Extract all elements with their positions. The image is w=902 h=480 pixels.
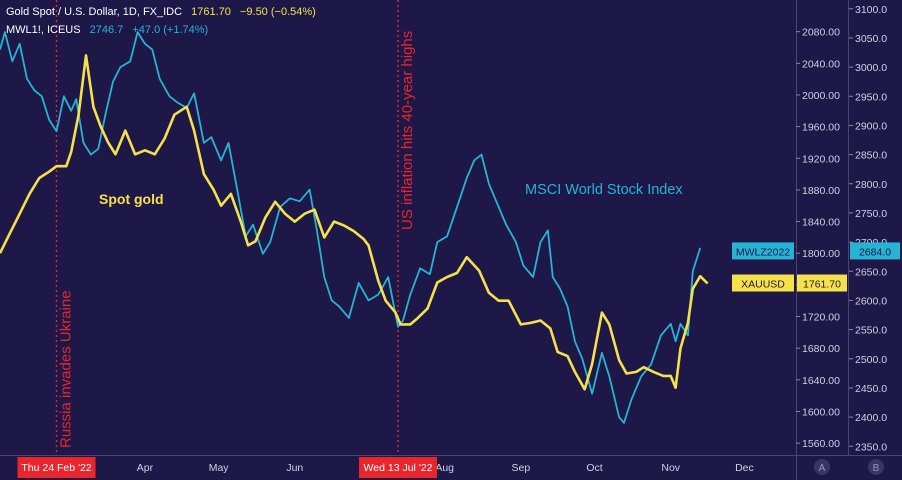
event-annotation-text: Russia invades Ukraine	[58, 290, 75, 448]
gold-axis-tick-label: 1680.00	[802, 343, 840, 355]
gold-last-price: 1761.70	[191, 6, 231, 18]
scale-button-label: A	[819, 463, 826, 474]
gold-axis-tick-label: 2080.00	[802, 27, 840, 39]
msci-last-price: 2746.7	[89, 24, 124, 36]
gold-axis-tick-label: 1880.00	[802, 185, 840, 197]
event-date-label: Thu 24 Feb '22	[21, 462, 91, 474]
msci-axis-tick-label: 3050.0	[855, 33, 887, 45]
msci-price-tag-label: 2684.0	[859, 246, 891, 258]
msci-axis-tick-label: 2500.0	[855, 354, 887, 366]
gold-name-tag-label: XAUUSD	[741, 279, 785, 291]
msci-axis-tick-label: 3000.0	[855, 62, 887, 74]
gold-change: −9.50 (−0.54%)	[239, 6, 316, 18]
gold-series-line	[0, 54, 709, 391]
gold-axis-tick-label: 2000.00	[802, 90, 840, 102]
msci-axis-tick-label: 2350.0	[855, 441, 887, 453]
event-date-label: Wed 13 Jul '22	[364, 462, 433, 474]
gold-series-label: Spot gold	[99, 191, 164, 207]
msci-axis-tick-label: 3100.0	[855, 4, 887, 16]
msci-axis-tick-label: 2400.0	[855, 412, 887, 424]
gold-axis-tick-label: 1800.00	[802, 248, 840, 260]
gold-symbol-label: Gold Spot / U.S. Dollar, 1D, FX_IDC	[6, 6, 183, 18]
scale-button-b[interactable]	[868, 459, 884, 475]
gold-axis-tick-label: 1560.00	[802, 438, 840, 450]
gold-name-tag	[732, 274, 794, 292]
msci-name-tag	[732, 242, 794, 260]
msci-axis-tick-label: 2450.0	[855, 383, 887, 395]
scale-button-label: B	[873, 463, 880, 474]
msci-symbol-label: MWL1!, ICEUS	[6, 24, 81, 36]
time-axis-tick-label: Jun	[286, 462, 303, 474]
msci-price-tag	[850, 242, 900, 260]
msci-name-tag-label: MWLZ2022	[736, 246, 790, 258]
time-axis-tick-label: Oct	[586, 462, 602, 474]
event-annotation-text: US inflation hits 40-year highs	[399, 31, 416, 230]
gold-legend-header: Gold Spot / U.S. Dollar, 1D, FX_IDC 1761…	[6, 6, 316, 18]
time-axis-tick-label: Apr	[137, 462, 154, 474]
event-date-badge	[17, 457, 96, 478]
gold-axis-tick-label: 2040.00	[802, 58, 840, 70]
msci-axis-tick-label: 2850.0	[855, 150, 887, 162]
time-axis-tick-label: May	[209, 462, 230, 474]
msci-axis-tick-label: 2800.0	[855, 179, 887, 191]
gold-axis-tick-label: 1640.00	[802, 375, 840, 387]
msci-axis-tick-label: 2950.0	[855, 91, 887, 103]
time-axis-tick-label: Nov	[661, 462, 680, 474]
msci-series-label: MSCI World Stock Index	[525, 182, 683, 198]
event-date-badge	[359, 457, 437, 478]
msci-axis-tick-label: 2900.0	[855, 120, 887, 132]
msci-legend-header: MWL1!, ICEUS 2746.7 +47.0 (+1.74%)	[6, 24, 208, 36]
gold-axis-tick-label: 1960.00	[802, 122, 840, 134]
msci-axis-tick-label: 2600.0	[855, 295, 887, 307]
msci-axis-tick-label: 2650.0	[855, 266, 887, 278]
gold-axis-tick-label: 1720.00	[802, 312, 840, 324]
gold-axis-tick-label: 1920.00	[802, 153, 840, 165]
scale-button-a[interactable]	[814, 459, 830, 475]
msci-axis-tick-label: 2750.0	[855, 208, 887, 220]
time-axis-tick-label: Sep	[511, 462, 530, 474]
gold-axis-tick-label: 1840.00	[802, 217, 840, 229]
time-axis-tick-label: Aug	[435, 462, 454, 474]
msci-axis-tick-label: 2550.0	[855, 325, 887, 337]
time-axis-tick-label: Dec	[735, 462, 754, 474]
gold-axis-tick-label: 1600.00	[802, 406, 840, 418]
msci-change: +47.0 (+1.74%)	[132, 24, 209, 36]
gold-price-tag	[797, 274, 847, 292]
gold-price-tag-label: 1761.70	[803, 279, 841, 291]
